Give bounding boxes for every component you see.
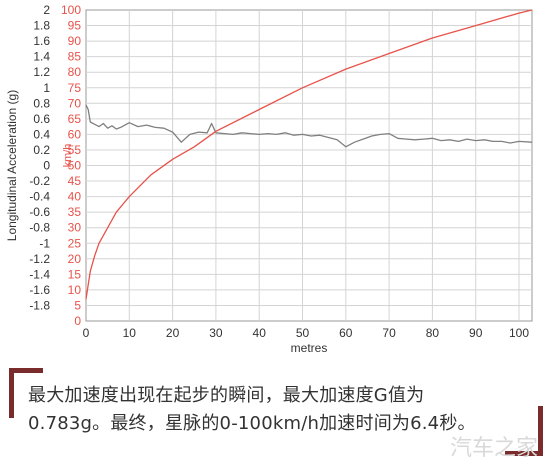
y-left-tick-label: -0.6 [29,205,50,219]
y-right-tick-label: 60 [68,127,82,141]
y-right-tick-label: 20 [68,252,82,266]
y-left-tick-label: -1.8 [29,298,50,312]
y-right-tick-label: 55 [68,143,82,157]
y-left-tick-label: 1.4 [33,50,50,64]
y-left-tick-label: -1.2 [29,252,50,266]
y-right-tick-label: 95 [68,19,82,33]
x-tick-label: 30 [209,326,223,340]
y-left-tick-label: -1.6 [29,283,50,297]
y-left-tick-label: -1.4 [29,267,50,281]
x-tick-label: 40 [253,326,267,340]
y-left-tick-label: 0.6 [33,112,50,126]
y-left-tick-label: 0 [43,159,50,173]
chart-series [85,9,533,300]
y-right-tick-label: 50 [68,159,82,173]
y-right-tick-label: 85 [68,50,82,64]
chart-grid [85,9,533,322]
y-right-tick-label: 5 [74,298,81,312]
corner-bracket-top-left [9,368,43,373]
caption-panel [0,355,550,468]
y-right-tick-label: 35 [68,205,82,219]
y-left-tick-label: 0.2 [33,143,50,157]
caption-line-1: 最大加速度出现在起步的瞬间，最大加速度G值为 [28,385,425,406]
chart-labels: 1009590858075706560555045403530252015105… [5,3,529,355]
y-right-tick-label: 0 [74,314,81,328]
y-right-tick-label: 45 [68,174,82,188]
y-right-tick-label: 10 [68,283,82,297]
series-speed-line [85,9,533,300]
y-left-tick-label: 1.6 [33,34,50,48]
x-tick-label: 20 [166,326,180,340]
y-left-tick-label: 1.8 [33,19,50,33]
x-axis-title: metres [291,341,328,355]
y-right-tick-label: 100 [61,3,81,17]
y-left-tick-label: -0.2 [29,174,50,188]
corner-bracket-top-left-vertical [9,368,14,418]
caption-text: 最大加速度出现在起步的瞬间，最大加速度G值为 0.783g。最终，星脉的0-10… [28,382,528,438]
y-right-tick-label: 40 [68,190,82,204]
corner-bracket-bottom-right-vertical [538,406,543,456]
y-right-axis-title: km/h [62,144,74,168]
x-tick-label: 0 [83,326,90,340]
y-right-tick-label: 75 [68,81,82,95]
watermark-logo: 汽车之家 [449,436,538,461]
caption-line-2: 0.783g。最终，星脉的0-100km/h加速时间为6.4秒。 [28,413,476,434]
y-left-tick-label: 2 [43,3,50,17]
acceleration-chart: 1009590858075706560555045403530252015105… [5,3,533,355]
x-tick-label: 100 [509,326,529,340]
y-left-tick-label: -0.4 [29,190,50,204]
x-tick-label: 70 [382,326,396,340]
y-left-tick-label: 0.8 [33,96,50,110]
x-tick-label: 60 [339,326,353,340]
y-right-tick-label: 15 [68,267,82,281]
x-tick-label: 90 [469,326,483,340]
y-right-tick-label: 80 [68,65,82,79]
y-left-tick-label: -0.8 [29,221,50,235]
x-tick-label: 50 [296,326,310,340]
corner-bracket-bottom-right [505,451,543,456]
y-right-tick-label: 90 [68,34,82,48]
series-acceleration-line [85,104,533,148]
y-left-tick-label: 1 [43,81,50,95]
y-right-tick-label: 70 [68,96,82,110]
x-tick-label: 80 [426,326,440,340]
y-right-tick-label: 65 [68,112,82,126]
x-tick-label: 10 [123,326,137,340]
y-left-axis-title: Longitudinal Acceleration (g) [5,90,19,241]
y-right-tick-label: 25 [68,236,82,250]
y-left-tick-label: -1 [39,236,50,250]
y-left-tick-label: 1.2 [33,65,50,79]
y-left-tick-label: 0.4 [33,127,50,141]
y-right-tick-label: 30 [68,221,82,235]
